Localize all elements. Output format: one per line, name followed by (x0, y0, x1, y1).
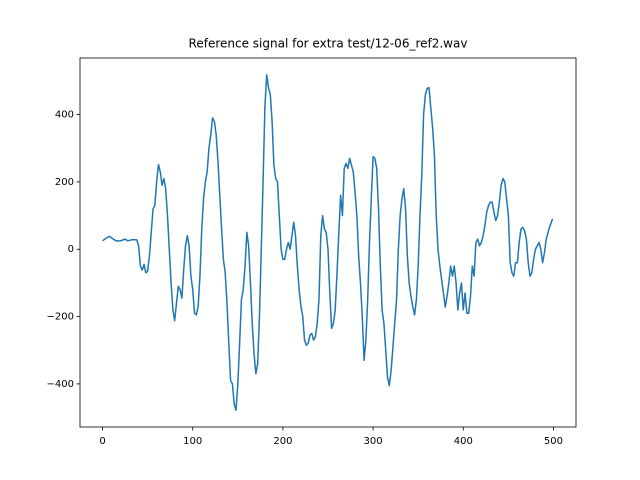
x-tick-label: 400 (454, 436, 473, 447)
signal-line (102, 74, 554, 411)
x-tick-label: 300 (364, 436, 383, 447)
y-tick-label: −400 (47, 379, 74, 390)
y-tick-label: 200 (55, 177, 74, 188)
y-tick-label: 400 (55, 110, 74, 121)
y-tick-label: −200 (47, 312, 74, 323)
axes-frame (79, 57, 577, 428)
x-tick-label: 200 (273, 436, 292, 447)
x-tick-label: 0 (99, 436, 105, 447)
x-tick-label: 500 (544, 436, 563, 447)
y-tick-label: 0 (68, 244, 74, 255)
chart-title: Reference signal for extra test/12-06_re… (189, 37, 468, 51)
x-tick-label: 100 (183, 436, 202, 447)
